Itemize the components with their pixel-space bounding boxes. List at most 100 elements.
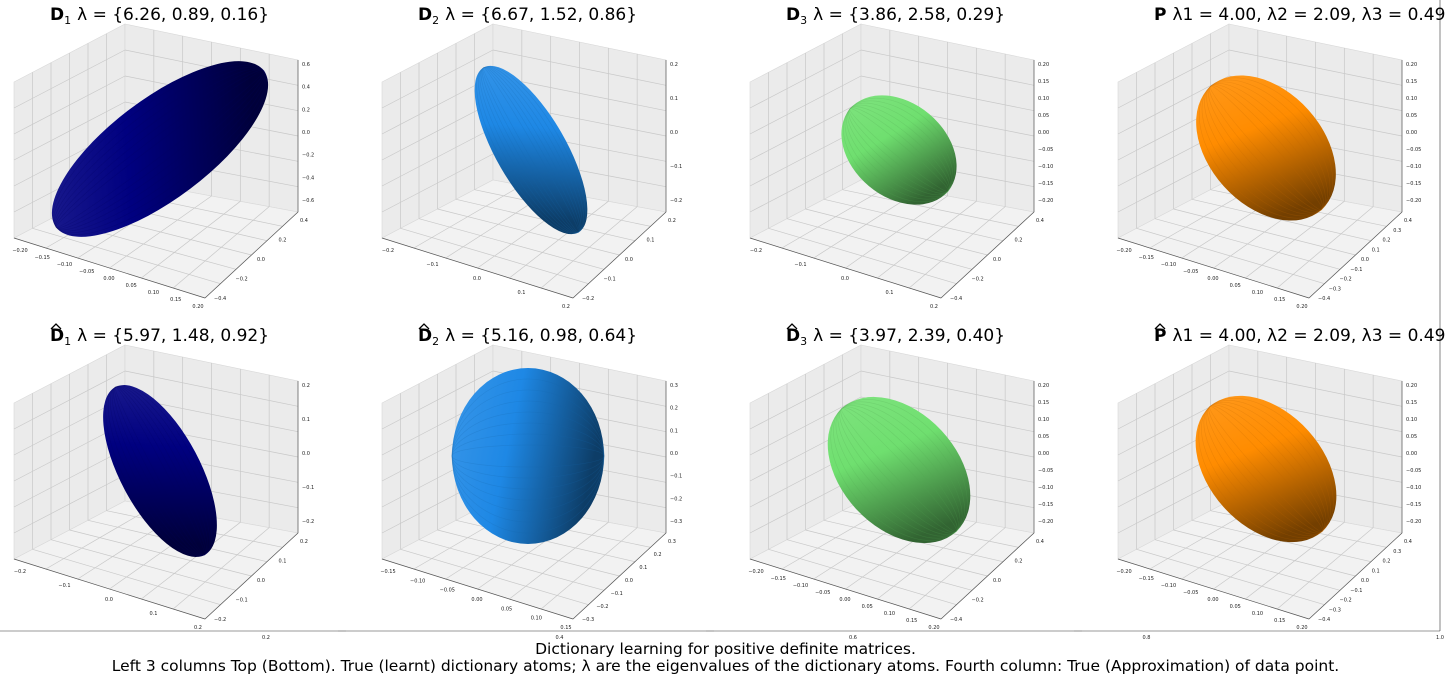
x-tick-label: 0.10 (531, 616, 542, 622)
y-tick-label: −0.2 (214, 617, 226, 623)
y-tick-label: 0.2 (300, 539, 308, 545)
panel-title: D3 λ = {3.97, 2.39, 0.40} (786, 326, 1005, 348)
y-tick-label: 0.2 (1383, 238, 1391, 244)
y-tick-label: −0.1 (611, 591, 623, 597)
y-tick-label: 0.1 (1372, 247, 1380, 253)
z-tick-label: −0.1 (670, 164, 682, 170)
z-tick-label: −0.1 (302, 485, 314, 491)
x-tick-label: 0.15 (906, 618, 917, 624)
y-tick-label: −0.2 (236, 277, 248, 283)
x-tick-label: 0.10 (1252, 290, 1263, 296)
z-tick-label: 0.15 (1038, 79, 1049, 85)
y-tick-label: −0.4 (950, 296, 962, 302)
z-tick-label: −0.10 (1038, 485, 1053, 491)
x-axis-line (381, 558, 574, 620)
y-tick-label: 0.0 (1361, 578, 1369, 584)
x-tick-label: 0.20 (1296, 625, 1307, 631)
x-tick-label: −0.10 (57, 262, 72, 268)
y-axis-line (572, 532, 667, 620)
y-tick-label: 0.2 (1015, 238, 1023, 244)
z-tick-label: 0.2 (302, 107, 310, 113)
z-tick-label: 0.15 (1038, 400, 1049, 406)
x-tick-label: 0.05 (126, 283, 137, 289)
y-tick-label: 0.0 (1361, 257, 1369, 263)
x-tick-label: 0.0 (105, 597, 113, 603)
x-tick-label: 0.00 (839, 597, 850, 603)
x-axis-line (13, 558, 206, 620)
grid-lines (381, 30, 667, 289)
matrix-symbol: D (50, 5, 64, 25)
y-tick-label: 0.0 (257, 257, 265, 263)
x-tick-label: 0.05 (1230, 283, 1241, 289)
panel-D2-learnt: −0.15 −0.10 −0.05 0.00 0.05 0.10 0.15 −0.3 −0.2 −… (380, 323, 682, 631)
z-tick-label: 0.1 (670, 428, 678, 434)
z-tick-label: −0.3 (670, 519, 682, 525)
y-tick-label: −0.2 (1340, 277, 1352, 283)
ellipsoid (474, 65, 588, 235)
ellipsoid (451, 368, 605, 544)
panel-title: D1 λ = {6.26, 0.89, 0.16} (50, 5, 269, 27)
z-tick-label: 0.20 (1038, 383, 1049, 389)
ellipsoid-surface (51, 61, 269, 237)
x-tick-label: −0.05 (815, 590, 830, 596)
x-tick-label: −0.20 (1116, 248, 1131, 254)
z-tick-label: 0.2 (670, 406, 678, 412)
y-tick-label: −0.1 (1350, 588, 1362, 594)
z-tick-label: −0.05 (1406, 468, 1421, 474)
y-tick-label: −0.2 (596, 604, 608, 610)
x-tick-label: 0.00 (103, 276, 114, 282)
y-tick-label: 0.1 (1372, 568, 1380, 574)
z-tick-label: 0.6 (302, 62, 310, 68)
x-tick-label: −0.1 (794, 262, 806, 268)
ellipsoid (103, 385, 217, 557)
panel-D1-true: −0.20−0.15−0.10−0.050.000.050.100.150.20… (12, 5, 314, 310)
z-tick-label: −0.15 (1406, 181, 1421, 187)
panel-D3-learnt: −0.20−0.15−0.10−0.050.000.050.100.150.20… (748, 323, 1053, 631)
x-tick-label: 0.05 (862, 604, 873, 610)
matrix-symbol: P (1154, 326, 1166, 346)
eigenvalue-text: λ = {6.67, 1.52, 0.86} (445, 5, 637, 25)
outer-x-tick-label: 1.0 (1436, 635, 1444, 641)
y-tick-label: −0.4 (1318, 296, 1330, 302)
z-tick-label: −0.15 (1038, 181, 1053, 187)
z-tick-label: −0.15 (1406, 502, 1421, 508)
y-tick-label: 0.4 (1404, 539, 1412, 545)
y-tick-label: 0.0 (625, 578, 633, 584)
z-tick-label: 0.1 (302, 417, 310, 423)
outer-x-tick-label: 0.4 (556, 635, 564, 641)
z-tick-label: −0.20 (1406, 519, 1421, 525)
z-tick-label: 0.1 (670, 96, 678, 102)
x-tick-label: 0.10 (1252, 611, 1263, 617)
z-tick-label: −0.10 (1406, 164, 1421, 170)
y-axis-line (204, 532, 299, 620)
x-tick-label: −0.10 (1161, 583, 1176, 589)
matrix-symbol: D (786, 5, 800, 25)
y-tick-label: 0.4 (300, 218, 308, 224)
x-tick-label: −0.20 (1116, 569, 1131, 575)
x-tick-label: −0.05 (1183, 269, 1198, 275)
x-axis-line (13, 237, 206, 299)
y-tick-label: 0.2 (1015, 559, 1023, 565)
x-tick-label: −0.20 (748, 569, 763, 575)
x-tick-label: 0.15 (1274, 618, 1285, 624)
panel-title: D2 λ = {6.67, 1.52, 0.86} (418, 5, 637, 27)
z-tick-label: 0.00 (1038, 451, 1049, 457)
outer-x-tick-label: 0.6 (849, 635, 857, 641)
x-tick-label: 0.05 (501, 606, 512, 612)
z-tick-label: 0.10 (1038, 417, 1049, 423)
panel-P-approx: −0.20−0.15−0.10−0.050.000.050.100.150.20… (1116, 323, 1445, 631)
outer-axes: 0.2 0.4 0.6 0.8 1.0 (0, 0, 1444, 641)
x-tick-label: −0.1 (426, 262, 438, 268)
panel-title: D3 λ = {3.86, 2.58, 0.29} (786, 5, 1005, 27)
y-tick-label: −0.4 (1318, 617, 1330, 623)
x-tick-label: 0.10 (884, 611, 895, 617)
y-tick-label: 0.0 (625, 257, 633, 263)
x-tick-label: −0.2 (750, 248, 762, 254)
z-tick-label: −0.6 (302, 198, 314, 204)
z-tick-label: 0.0 (670, 130, 678, 136)
z-tick-label: −0.15 (1038, 502, 1053, 508)
z-tick-label: 0.00 (1406, 130, 1417, 136)
matrix-subscript: 3 (800, 335, 807, 348)
hat-accent (50, 323, 62, 330)
